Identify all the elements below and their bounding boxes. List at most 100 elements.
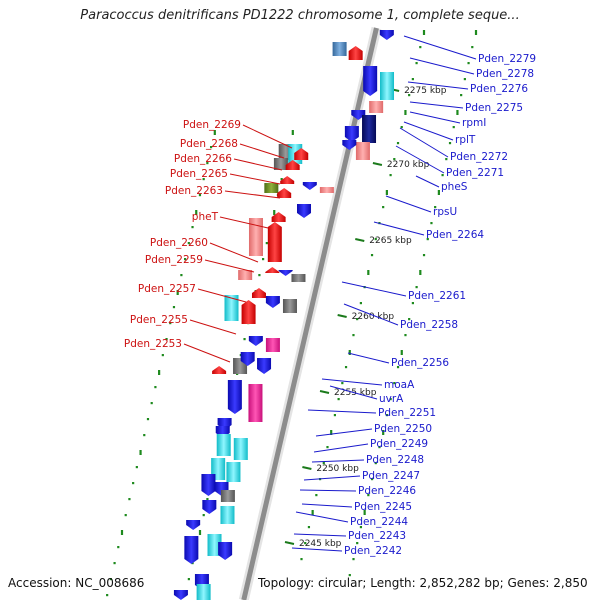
gene-label-right: Pden_2243: [348, 530, 406, 542]
gene-arrow-forward: [212, 366, 227, 374]
gene-label-right: uvrA: [379, 393, 404, 405]
gene-label-right: Pden_2279: [478, 53, 536, 65]
gene-block: [196, 584, 211, 600]
gene-label-left: Pden_2260: [150, 237, 208, 249]
leader-line: [399, 127, 449, 158]
leader-line: [341, 281, 407, 297]
gene-label-left: Pden_2266: [174, 153, 232, 165]
gene-label-left: Pden_2265: [170, 168, 228, 180]
gene-label-right: rplT: [455, 134, 476, 146]
label-leader-lines: [183, 35, 477, 552]
scale-tick: [337, 314, 347, 318]
gene-block: [226, 462, 241, 482]
gene-arrow-reverse: [202, 500, 217, 514]
scale-label: 2260 kbp: [352, 312, 395, 322]
gene-arrow-reverse: [240, 352, 255, 366]
gene-arrow-reverse: [218, 542, 233, 560]
map-title: Paracoccus denitrificans PD1222 chromoso…: [80, 8, 520, 23]
gene-labels: Pden_2279 Pden_2278 Pden_2276 Pden_2275 rpmI…: [124, 53, 536, 557]
gene-arrow-forward: [265, 267, 280, 273]
leader-line: [403, 35, 477, 60]
leader-line: [343, 303, 399, 326]
gene-arrow-reverse: [265, 296, 280, 308]
gene-label-right: moaA: [384, 379, 415, 391]
gene-arrow-reverse: [186, 520, 201, 530]
gene-arrow-forward: [294, 148, 309, 160]
backbone-line: [241, 27, 379, 600]
scale-tick: [319, 390, 330, 394]
leader-line: [242, 124, 293, 149]
scale-label: 2250 kbp: [316, 464, 359, 474]
gene-label-right: Pden_2250: [374, 423, 432, 435]
leader-line: [291, 547, 343, 552]
leader-line: [303, 475, 361, 481]
gene-arrow-reverse: [379, 30, 394, 40]
gene-label-right: Pden_2245: [354, 501, 412, 513]
gene-block: [220, 490, 235, 502]
gene-arrow-reverse: [342, 140, 357, 150]
leader-line: [395, 145, 445, 174]
gene-block: [238, 270, 253, 280]
scale-label: 2245 kbp: [299, 539, 342, 549]
leader-line: [409, 101, 464, 109]
gene-arrow-reverse: [302, 182, 317, 190]
leader-line: [373, 221, 425, 236]
gene-label-left: Pden_2263: [165, 185, 223, 197]
leader-line: [409, 57, 475, 75]
leader-line: [293, 533, 347, 537]
gene-label-right: Pden_2264: [426, 229, 484, 241]
gene-arrow-reverse: [227, 380, 242, 414]
gene-label-right: Pden_2275: [465, 102, 523, 114]
gene-block: [233, 438, 248, 460]
scale-tick: [284, 541, 295, 545]
leader-line: [224, 190, 281, 199]
scale-tick: [355, 238, 365, 242]
leader-line: [347, 352, 390, 364]
gene-label-right: Pden_2256: [391, 357, 449, 369]
leader-line: [321, 378, 383, 386]
gene-label-left: pheT: [192, 211, 219, 223]
leader-line: [407, 81, 469, 90]
leader-line: [307, 409, 377, 414]
leader-line: [204, 259, 255, 273]
gene-arrow-forward: [251, 288, 266, 298]
leader-line: [329, 385, 378, 400]
gene-arrow-forward: [271, 212, 286, 222]
gene-arrow-forward: [277, 188, 292, 198]
gene-block: [332, 42, 347, 56]
gene-arrow-reverse: [257, 358, 272, 374]
gene-arrow-reverse: [184, 536, 199, 564]
gene-arrow-reverse: [173, 590, 188, 600]
gene-block: [319, 187, 334, 193]
gene-arrow-reverse: [363, 66, 378, 96]
scale-label: 2270 kbp: [387, 160, 430, 170]
gene-block: [369, 101, 384, 113]
accession-text: Accession: NC_008686: [8, 576, 145, 590]
gene-block: [355, 142, 370, 160]
leader-line: [229, 173, 281, 185]
scale-tick: [302, 466, 312, 470]
gene-label-right: Pden_2242: [344, 545, 402, 557]
leader-line: [313, 443, 369, 453]
scale-label: 2275 kbp: [404, 86, 447, 96]
gene-arrow-reverse: [297, 204, 312, 218]
scale-label: 2265 kbp: [369, 236, 412, 246]
leader-line: [409, 111, 461, 124]
gene-label-right: Pden_2278: [476, 68, 534, 80]
leader-line: [403, 121, 454, 141]
leader-line: [219, 216, 269, 229]
gene-block: [264, 183, 279, 193]
leader-line: [209, 242, 259, 263]
gene-label-right: Pden_2271: [446, 167, 504, 179]
gene-label-left: Pden_2255: [130, 314, 188, 326]
gene-block: [291, 274, 306, 282]
gene-label-right: rpsU: [433, 206, 457, 218]
gene-arrow-forward: [280, 176, 295, 184]
gene-label-right: rpmI: [462, 117, 486, 129]
leader-line: [315, 428, 373, 437]
gene-label-right: Pden_2276: [470, 83, 528, 95]
gene-label-left: Pden_2253: [124, 338, 182, 350]
gene-arrow-reverse: [248, 336, 263, 346]
